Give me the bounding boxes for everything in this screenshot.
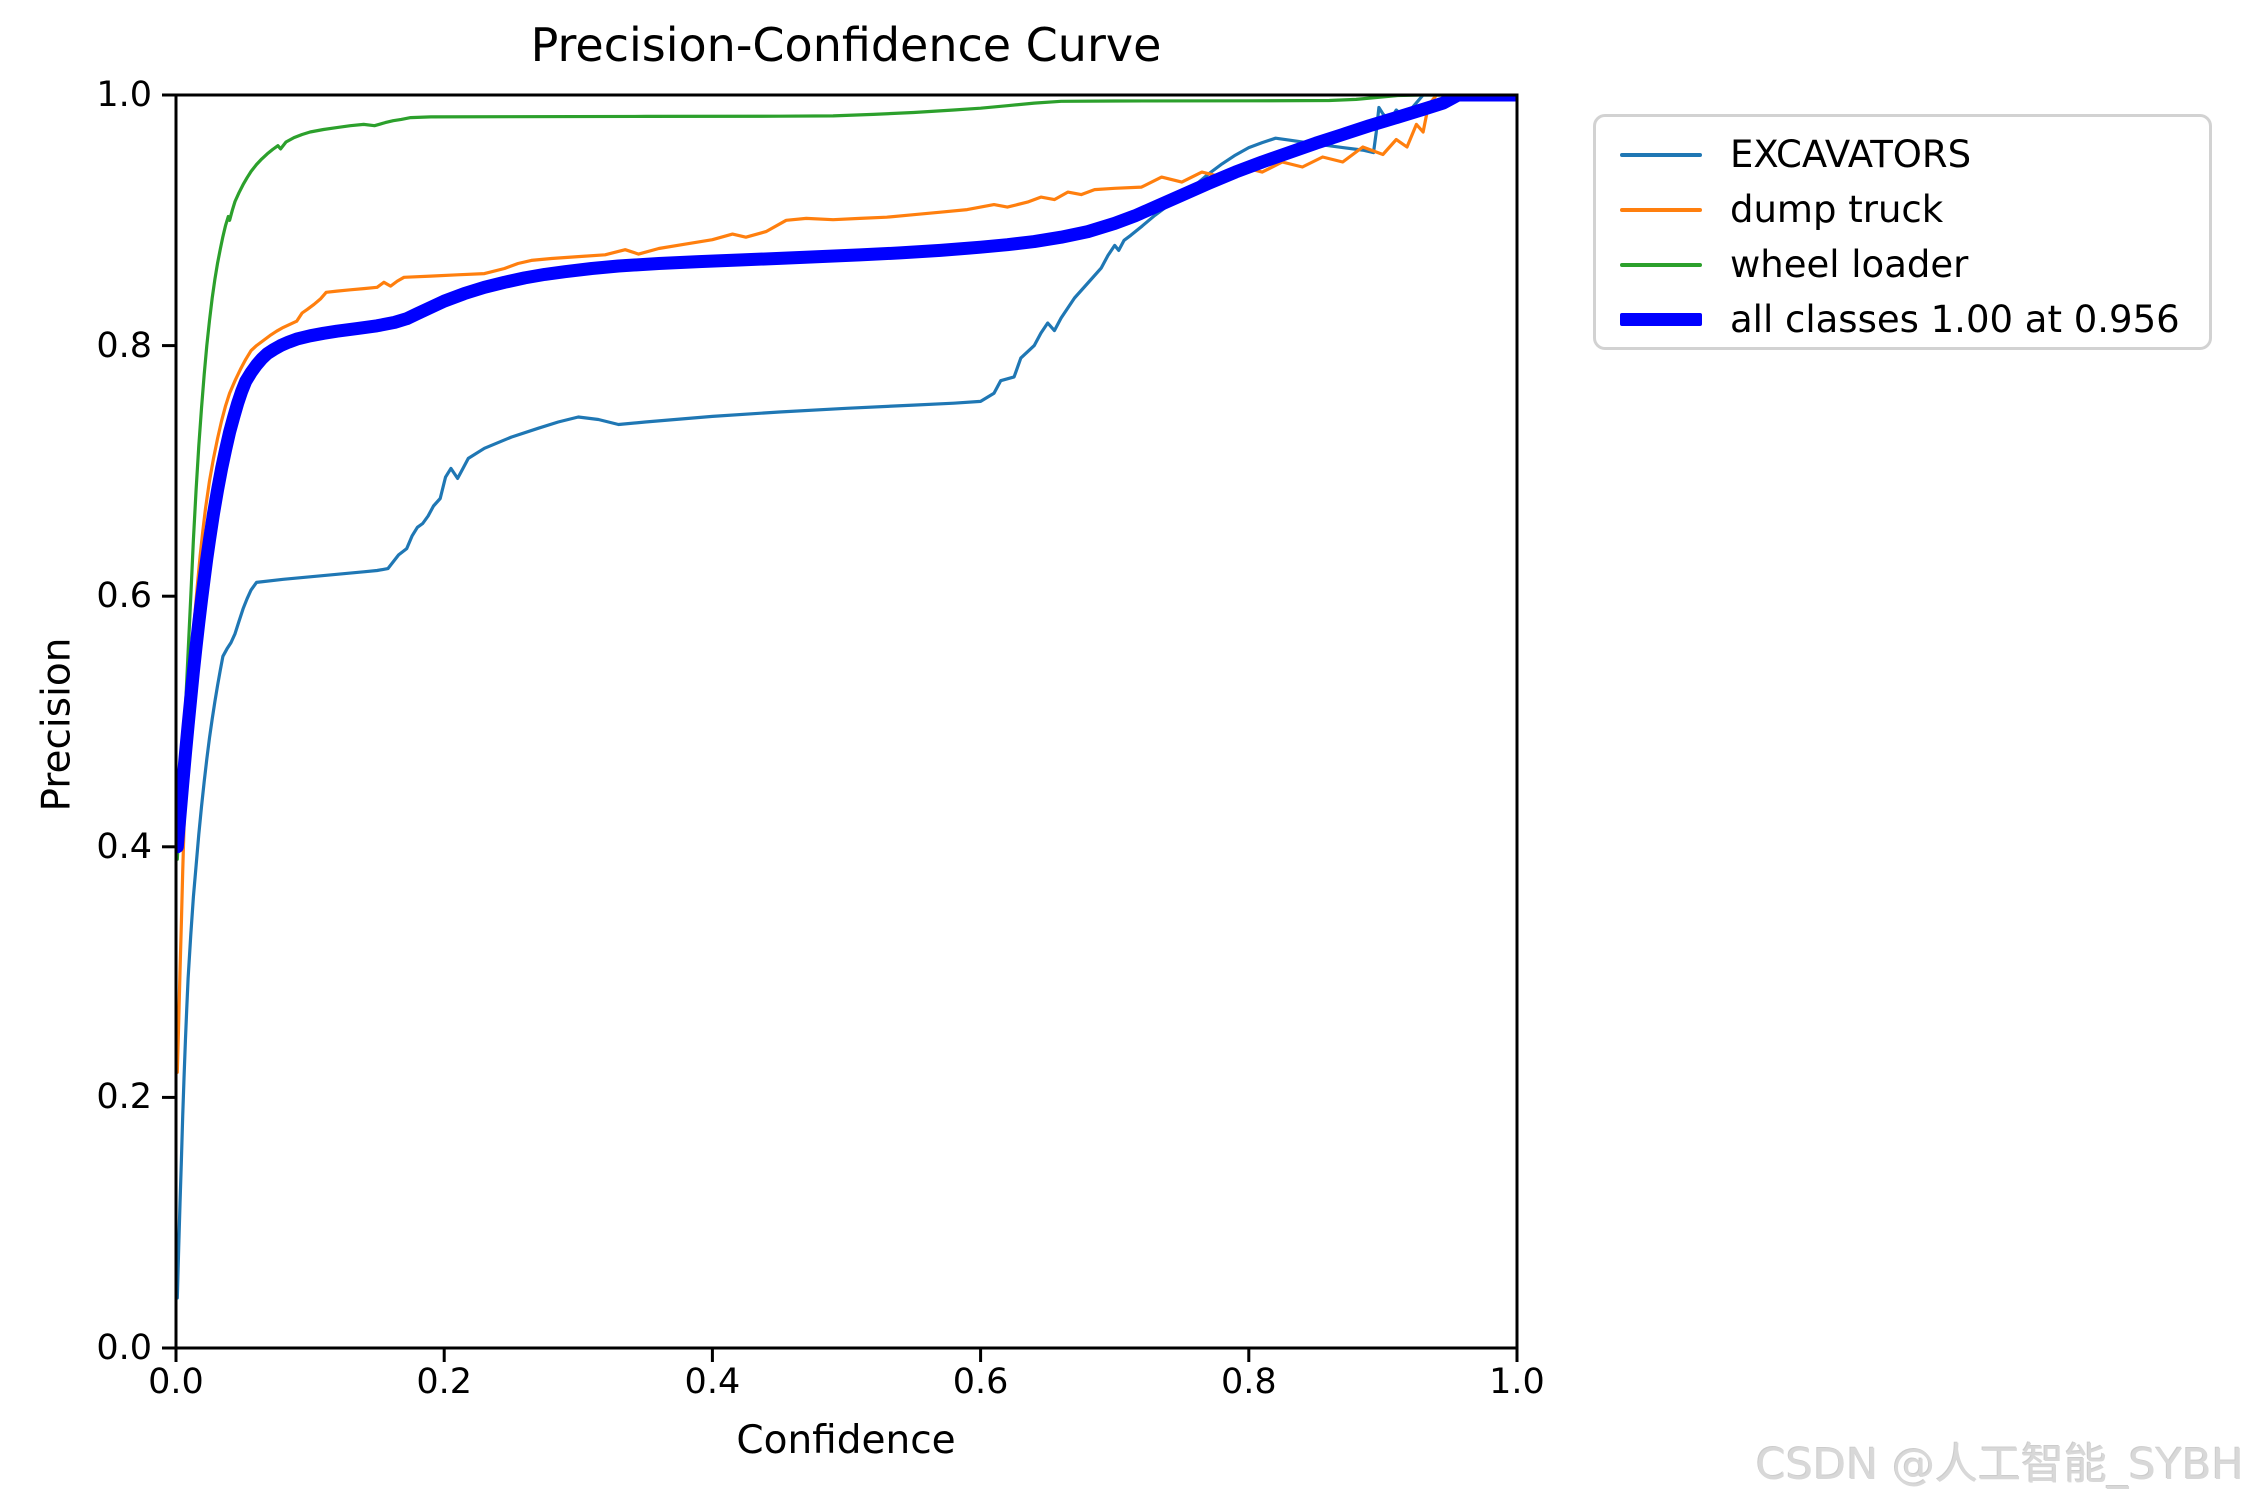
legend-label: all classes 1.00 at 0.956 (1730, 298, 2180, 341)
chart-title: Precision-Confidence Curve (530, 18, 1162, 72)
legend-label: EXCAVATORS (1730, 133, 1972, 176)
series-line-wheel-loader (176, 95, 1517, 861)
x-tick-label: 0.4 (684, 1362, 741, 1402)
x-tick-label: 0.6 (952, 1362, 1009, 1402)
legend-line-sample-wheel-loader (1620, 262, 1702, 267)
y-tick-label: 0.2 (96, 1077, 152, 1118)
x-tick-label: 0.0 (148, 1362, 204, 1402)
x-tick-label: 1.0 (1489, 1362, 1545, 1402)
legend-line-sample-dump-truck (1620, 207, 1702, 212)
axes-spines (174, 93, 1519, 1350)
y-tick-label: 0.8 (96, 325, 152, 366)
legend-item-excavators: EXCAVATORS (1620, 127, 2209, 182)
legend: EXCAVATORS dump truck wheel loader all c… (1593, 114, 2212, 350)
legend-line-sample-excavators (1620, 152, 1702, 157)
watermark: CSDN @人工智能_SYBH (1755, 1440, 2244, 1490)
series-line-excavators (176, 95, 1517, 1300)
legend-label: wheel loader (1730, 243, 1969, 286)
legend-line-sample-all-classes (1620, 313, 1702, 326)
legend-item-all-classes: all classes 1.00 at 0.956 (1620, 292, 2209, 347)
legend-item-dump-truck: dump truck (1620, 182, 2209, 237)
series-line-all-classes-1-00-at-0-956 (176, 95, 1517, 854)
x-tick-label: 0.8 (1220, 1362, 1277, 1402)
y-tick-label: 1.0 (96, 75, 152, 115)
y-tick-label: 0.4 (96, 826, 152, 867)
legend-label: dump truck (1730, 188, 1944, 231)
y-tick-label: 0.0 (96, 1328, 152, 1368)
x-axis-label: Confidence (736, 1418, 956, 1463)
series-line-dump-truck (176, 95, 1517, 1074)
x-tick-label: 0.2 (416, 1362, 473, 1402)
legend-item-wheel-loader: wheel loader (1620, 237, 2209, 292)
y-tick-label: 0.6 (96, 576, 152, 617)
